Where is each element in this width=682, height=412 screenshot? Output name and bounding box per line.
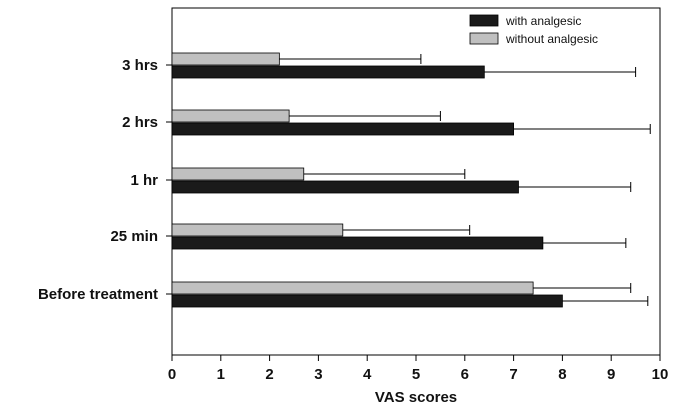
x-tick-label-8: 8 <box>558 366 566 383</box>
legend-label-with-analgesic: with analgesic <box>505 14 581 28</box>
bar-without-analgesic-before-treatment <box>171 281 534 295</box>
x-tick-label-7: 7 <box>509 366 517 383</box>
bar-with-analgesic-2-hrs <box>171 122 515 136</box>
legend-swatch-without-analgesic <box>469 32 499 45</box>
plot-area: 3 hrs 2 hrs 1 hr 25 min Before treatment 0 1 2 3… <box>38 7 669 383</box>
legend-label-without-analgesic: without analgesic <box>505 32 598 46</box>
x-tick-label-6: 6 <box>461 366 469 383</box>
x-tick-label-5: 5 <box>412 366 420 383</box>
x-tick-label-2: 2 <box>265 366 273 383</box>
y-tick-label-1-hr: 1 hr <box>130 172 158 189</box>
bar-without-analgesic-1-hr <box>171 167 305 181</box>
x-tick-label-0: 0 <box>168 366 176 383</box>
legend: with analgesic without analgesic <box>469 14 598 46</box>
x-tick-label-3: 3 <box>314 366 322 383</box>
y-tick-label-25-min: 25 min <box>110 228 158 245</box>
legend-swatch-with-analgesic <box>469 14 499 27</box>
bar-without-analgesic-25-min <box>171 223 344 237</box>
x-tick-label-4: 4 <box>363 366 372 383</box>
bar-with-analgesic-1-hr <box>171 180 519 194</box>
y-tick-label-3-hrs: 3 hrs <box>122 57 158 74</box>
bar-without-analgesic-3-hrs <box>171 52 280 66</box>
bar-without-analgesic-2-hrs <box>171 109 290 123</box>
x-tick-label-9: 9 <box>607 366 615 383</box>
x-tick-label-10: 10 <box>652 366 669 383</box>
bar-with-analgesic-3-hrs <box>171 65 485 79</box>
y-tick-label-before-treatment: Before treatment <box>38 286 158 303</box>
bar-with-analgesic-before-treatment <box>171 294 563 308</box>
y-tick-label-2-hrs: 2 hrs <box>122 114 158 131</box>
x-tick-label-1: 1 <box>217 366 225 383</box>
x-axis-title: VAS scores <box>375 389 457 406</box>
bar-with-analgesic-25-min <box>171 236 544 250</box>
